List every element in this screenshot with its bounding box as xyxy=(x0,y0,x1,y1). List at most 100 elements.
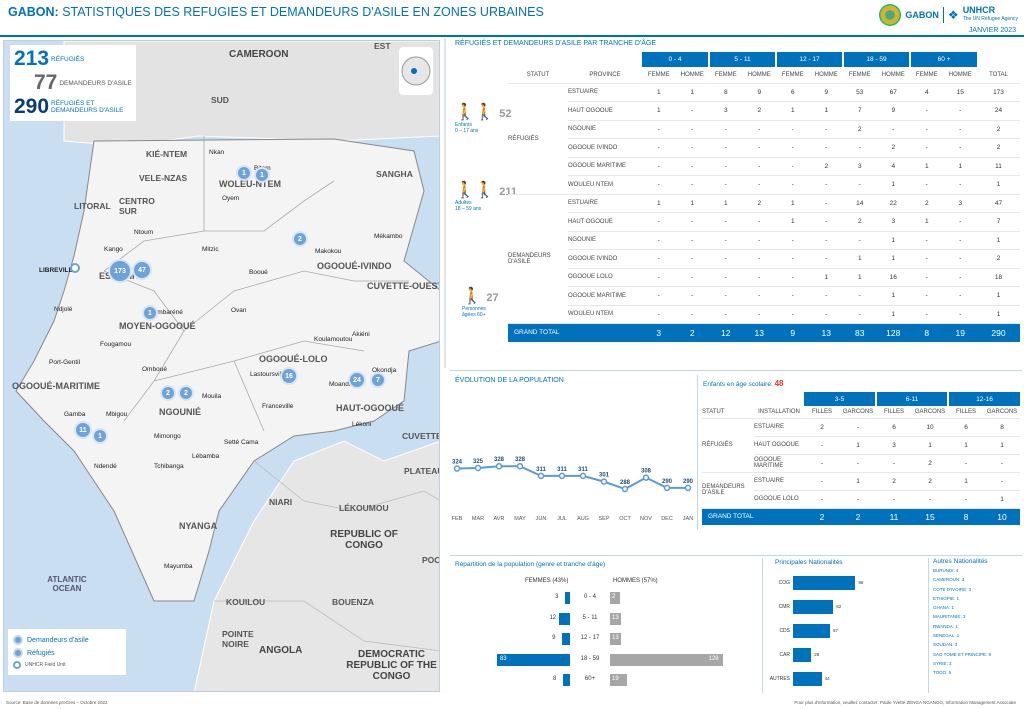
value-cell: - xyxy=(675,286,709,306)
nationality-bar xyxy=(793,672,822,686)
value-cell: - xyxy=(809,286,843,306)
map-bubble: 1 xyxy=(142,305,158,321)
value-cell: - xyxy=(910,286,944,306)
pyramid-bar-male xyxy=(610,674,627,686)
map-bubble: 16 xyxy=(280,367,298,385)
grand-total-cell: 3 xyxy=(642,323,676,342)
age-table-title: RÉFUGIÉS ET DEMANDEURS D'ASILE PAR TRANC… xyxy=(455,40,657,47)
section-divider xyxy=(697,375,698,530)
city-label: Kango xyxy=(104,246,123,253)
value-cell: - xyxy=(804,490,840,509)
other-nationality-item: SYRIE: 3 xyxy=(933,660,952,666)
row-total-cell: 1 xyxy=(977,286,1020,306)
value-cell: 1 xyxy=(642,101,676,121)
value-cell: 3 xyxy=(943,194,977,213)
grand-total-cell: 15 xyxy=(912,508,948,525)
nationality-label: CMR xyxy=(778,604,790,610)
value-cell: - xyxy=(943,101,977,121)
value-cell: - xyxy=(943,305,977,324)
evolution-x-tick: DEC xyxy=(661,516,673,522)
value-cell: 6 xyxy=(948,418,984,437)
evolution-data-label: 325 xyxy=(473,459,484,465)
value-cell: - xyxy=(709,120,743,139)
value-cell: 6 xyxy=(876,418,912,437)
value-cell: 3 xyxy=(843,157,877,176)
evolution-x-tick: AVR xyxy=(494,516,505,522)
city-label: Lambaréné xyxy=(150,309,183,316)
stat-total: 290 RÉFUGIÉS ET DEMANDEURS D'ASILE xyxy=(14,95,132,119)
value-cell: - xyxy=(809,194,843,213)
evolution-x-tick: JAN xyxy=(683,516,693,522)
city-label: Tchibanga xyxy=(154,463,184,470)
value-cell: 6 xyxy=(776,83,810,102)
unhcr-logo: UNHCR The UN Refugee Agency xyxy=(963,6,1018,24)
value-cell: 2 xyxy=(876,138,910,158)
evolution-chart: 324 FEB 325 MAR 328 AVR 328 MAY 311 JUN 311 JUL 311 A… xyxy=(452,457,694,522)
evolution-data-label: 311 xyxy=(536,467,546,473)
report-date: JANVIER 2023 xyxy=(968,27,1016,34)
age-table-row: HAUT OGOOUE - - - -1-2 3 1-7 xyxy=(508,212,1020,232)
label-drc: DEMOCRATIC REPUBLIC OF THE CONGO xyxy=(346,649,437,682)
nationality-bar xyxy=(793,624,831,638)
installation-cell: HAUT OGOOUE xyxy=(754,436,804,455)
school-table-row: OGOOUE MARITIME - - -2- - xyxy=(702,454,1020,473)
col-femme: FEMME xyxy=(843,67,877,84)
province-cell: ESTUAIRE xyxy=(568,83,642,102)
value-cell: - xyxy=(912,490,948,509)
other-nationalities-title: Autres Nationalités xyxy=(933,558,988,565)
value-cell: 22 xyxy=(876,194,910,213)
value-cell: - xyxy=(776,249,810,269)
col-homme: HOMME xyxy=(809,67,843,84)
label-cuvette-ouest: CUVETTE-OUEST xyxy=(367,281,440,291)
header-logos: GABON ❖ UNHCR The UN Refugee Agency xyxy=(879,4,1018,26)
value-cell: - xyxy=(675,157,709,176)
nationality-value: 96 xyxy=(858,580,864,585)
value-cell: 1 xyxy=(642,194,676,213)
value-cell: - xyxy=(910,101,944,121)
value-cell: 1 xyxy=(876,175,910,195)
col-homme: HOMME xyxy=(675,67,709,84)
value-cell: - xyxy=(809,138,843,158)
grand-total-cell: 83 xyxy=(843,323,877,342)
evolution-data-label: 328 xyxy=(515,457,526,463)
province-cell: OGOOUE MARITIME xyxy=(568,286,642,306)
evolution-data-label: 311 xyxy=(578,467,588,473)
pyramid-title: Répartition de la population (genre et t… xyxy=(455,561,606,568)
elderly-caption: Personnes xyxy=(462,306,486,312)
nationalities-title: Principales Nationalités xyxy=(775,559,843,566)
pyramid-value-female: 12 xyxy=(549,614,557,621)
school-age-header: 3-5 xyxy=(804,392,876,406)
evolution-point xyxy=(642,474,650,481)
value-cell: 4 xyxy=(910,83,944,102)
city-label: Lastoursville xyxy=(250,371,287,378)
value-cell: - xyxy=(943,231,977,250)
installation-cell: ESTUAIRE xyxy=(754,418,804,437)
city-label: Setté Cama xyxy=(224,439,259,446)
col-femme: FEMME xyxy=(776,67,810,84)
value-cell: - xyxy=(840,490,876,509)
pyramid-bar-male xyxy=(610,633,622,645)
row-total-cell: 173 xyxy=(977,83,1020,102)
label-centro-sur: CENTRO SUR xyxy=(119,196,155,216)
evolution-x-tick: JUN xyxy=(536,516,547,522)
evolution-data-label: 290 xyxy=(662,479,673,485)
nationality-label: CDS xyxy=(779,628,790,634)
value-cell: - xyxy=(742,212,776,232)
age-table-row: HAUT OGOOUE 1-3 2 1 1 7 9- -24 xyxy=(508,101,1020,121)
value-cell: - xyxy=(776,175,810,195)
row-total-cell: 24 xyxy=(977,101,1020,121)
row-total-cell: 11 xyxy=(977,157,1020,176)
value-cell: 1 xyxy=(843,249,877,269)
pyramid-value-female: 83 xyxy=(499,655,507,662)
other-nationalities-list: BURUNDI: 4 CAMEROUN: 3 COTE D'IVOIRE: 3 ETH… xyxy=(933,568,1023,680)
value-cell: - xyxy=(742,120,776,139)
row-total-cell: 1 xyxy=(977,175,1020,195)
elderly-caption-range: âgées 60+ xyxy=(462,312,486,318)
grand-total-label: GRAND TOTAL xyxy=(508,323,642,342)
value-cell: - xyxy=(776,157,810,176)
row-total-cell: 7 xyxy=(977,212,1020,232)
value-cell: - xyxy=(675,212,709,232)
age-table-row: OGOOUE IVINDO - - - - - -1 1- -2 xyxy=(508,249,1020,269)
value-cell: 1 xyxy=(809,101,843,121)
value-cell: - xyxy=(843,138,877,158)
